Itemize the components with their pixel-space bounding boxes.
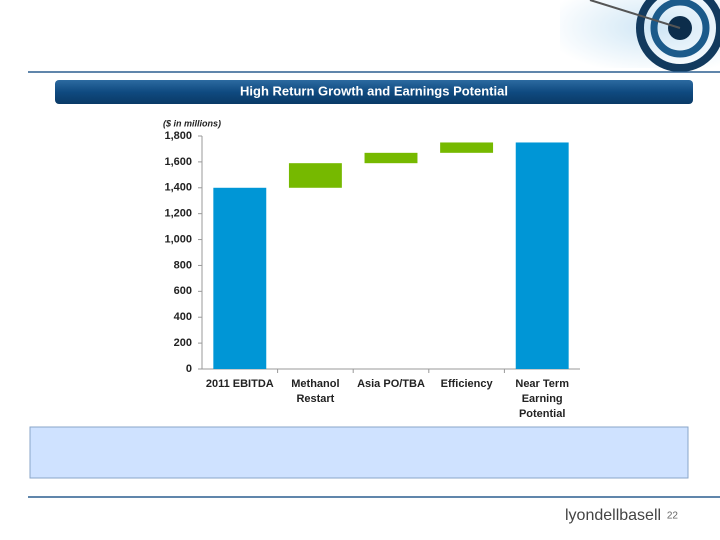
y-tick-label: 600 (174, 285, 192, 297)
bar (364, 152, 418, 164)
y-tick-label: 800 (174, 259, 192, 271)
bar (288, 163, 342, 188)
y-tick-label: 400 (174, 311, 192, 323)
target-image (560, 0, 720, 72)
x-tick-label: Methanol Restart (291, 378, 340, 405)
y-tick-label: 1,200 (164, 208, 192, 220)
bar (515, 142, 569, 369)
axis-label: ($ in millions) (163, 118, 221, 128)
callout-box (29, 426, 689, 479)
y-tick-label: 1,600 (164, 156, 192, 168)
x-tick-label: Near Term Earning Potential (515, 378, 569, 420)
logo: lyondellbasell (565, 507, 661, 524)
page-number: 22 (667, 511, 679, 522)
x-tick-label: 2011 EBITDA (205, 378, 274, 390)
title-bar (55, 80, 693, 104)
x-tick-label: Asia PO/TBA (357, 378, 425, 390)
y-tick-label: 1,400 (164, 182, 192, 194)
slide-title: High Return Growth and Earnings Potentia… (240, 83, 508, 98)
x-tick-label: Efficiency (440, 378, 493, 390)
y-tick-label: 200 (174, 337, 192, 349)
bar (213, 187, 267, 369)
y-tick-label: 1,000 (164, 233, 192, 245)
bar (440, 142, 494, 153)
y-tick-label: 0 (186, 363, 192, 375)
y-tick-label: 1,800 (164, 130, 192, 142)
